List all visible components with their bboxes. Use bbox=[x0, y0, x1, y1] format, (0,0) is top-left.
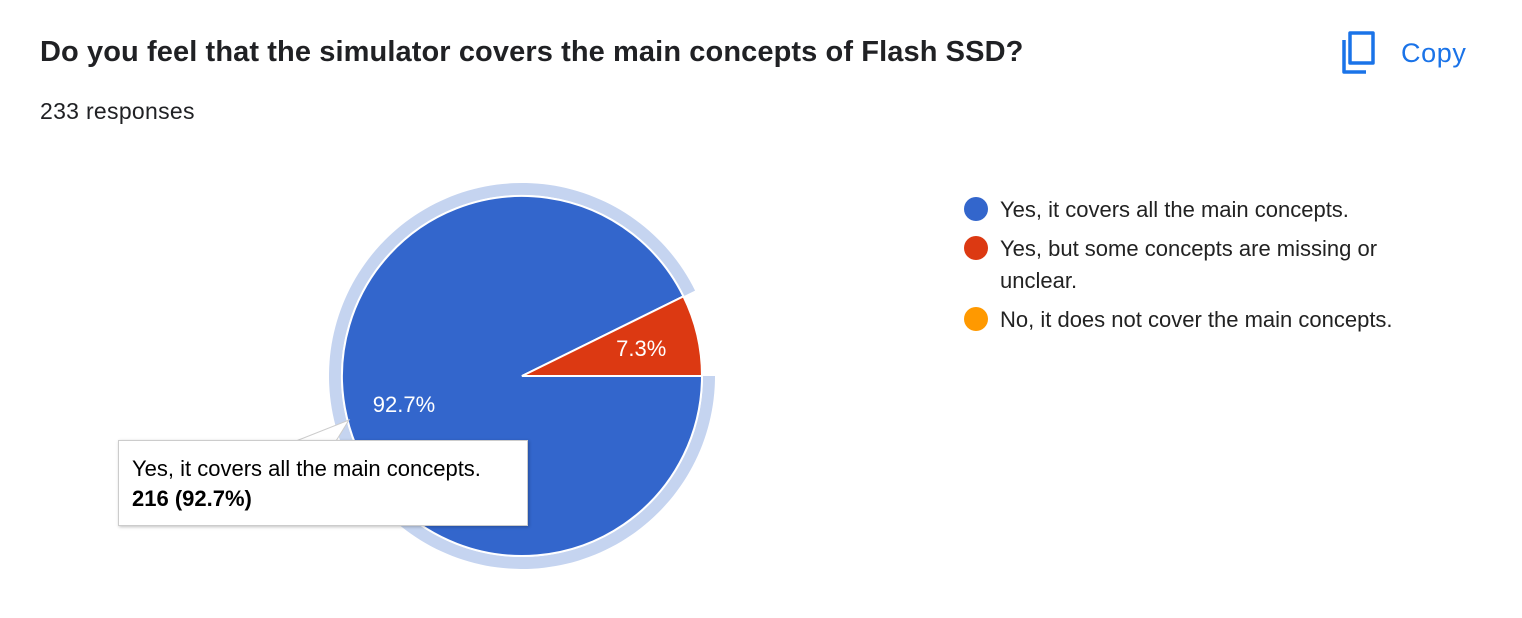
response-count: 233 responses bbox=[40, 98, 195, 124]
slice-percent-label-0: 92.7% bbox=[373, 392, 435, 417]
legend-item-no[interactable]: No, it does not cover the main concepts. bbox=[964, 304, 1464, 336]
legend-label: Yes, it covers all the main concepts. bbox=[1000, 197, 1349, 222]
question-title: Do you feel that the simulator covers th… bbox=[40, 36, 1024, 68]
tooltip-value: 216 (92.7%) bbox=[132, 486, 252, 511]
tooltip-label: Yes, it covers all the main concepts. bbox=[132, 456, 481, 481]
copy-button[interactable]: Copy bbox=[1336, 28, 1466, 78]
legend-swatch bbox=[964, 197, 988, 221]
legend-label: Yes, but some concepts are missing or un… bbox=[1000, 236, 1378, 293]
legend-item-yes-all[interactable]: Yes, it covers all the main concepts. bbox=[964, 194, 1464, 226]
copy-icon bbox=[1342, 31, 1375, 74]
pie-slice-1[interactable] bbox=[521, 295, 704, 377]
legend-item-yes-some-missing[interactable]: Yes, but some concepts are missing or un… bbox=[964, 233, 1464, 297]
legend-swatch bbox=[964, 307, 988, 331]
slice-percent-label-1: 7.3% bbox=[616, 336, 666, 361]
legend-swatch bbox=[964, 236, 988, 260]
slice-tooltip: Yes, it covers all the main concepts. 21… bbox=[118, 440, 528, 526]
legend-label: No, it does not cover the main concepts. bbox=[1000, 307, 1393, 332]
chart-legend: Yes, it covers all the main concepts. Ye… bbox=[964, 194, 1464, 343]
tooltip-pointer bbox=[295, 418, 351, 442]
copy-label: Copy bbox=[1401, 37, 1467, 68]
